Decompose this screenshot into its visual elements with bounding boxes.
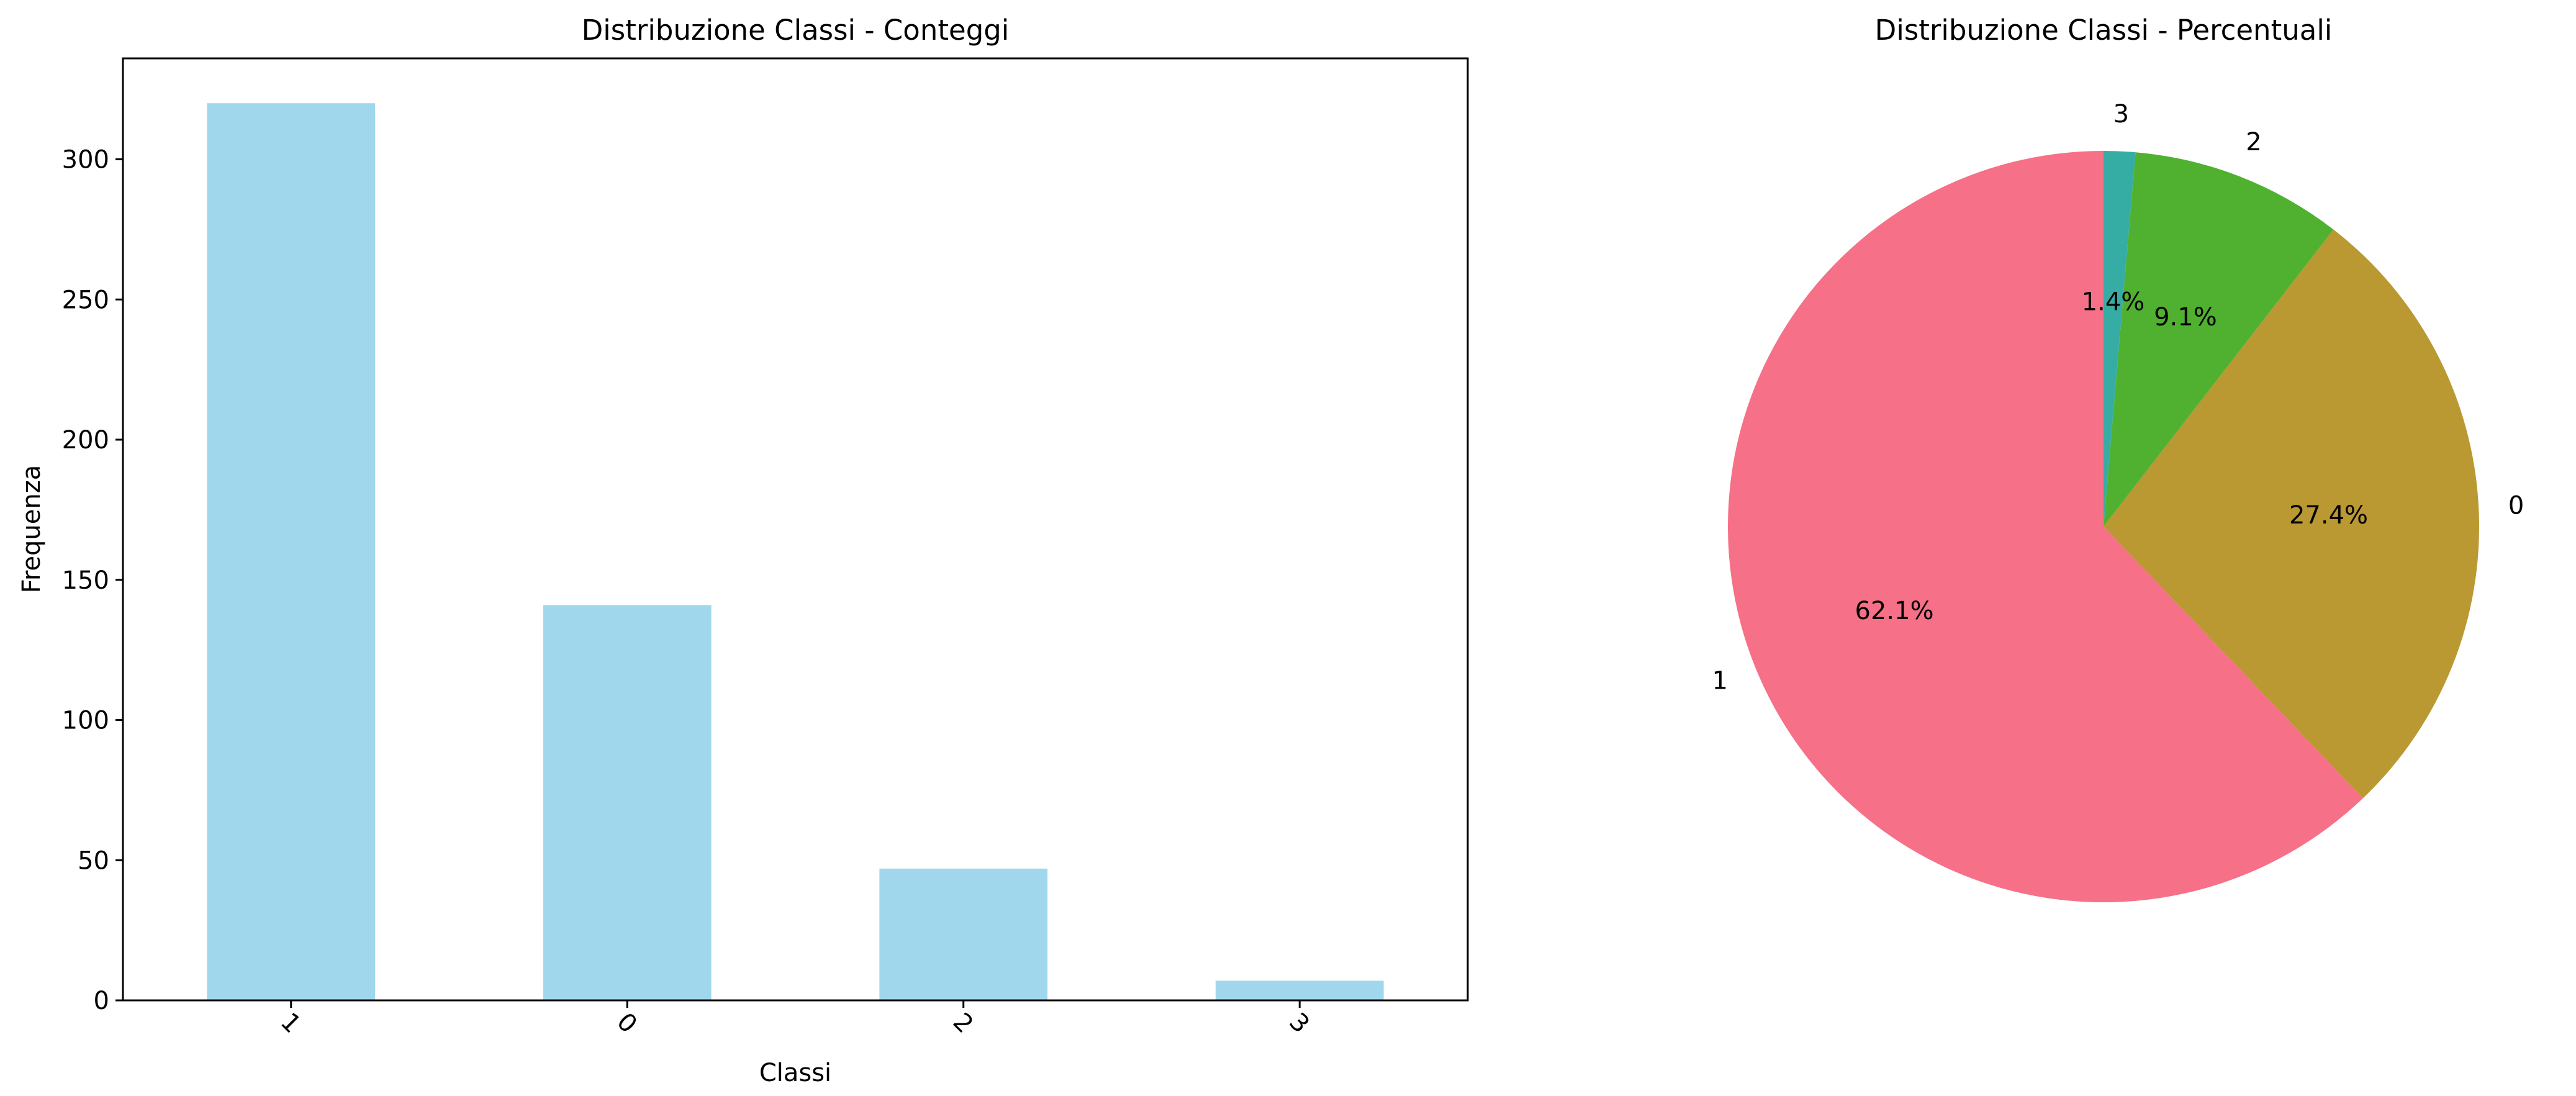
bar-class-2: [879, 868, 1048, 1000]
y-tick-label: 300: [62, 146, 109, 174]
bar-y-axis-ticks: 0 50 100 150 200 250 300: [62, 146, 123, 1015]
pie-category-label: 2: [2246, 128, 2261, 156]
bar-x-axis-label: Classi: [759, 1059, 831, 1087]
y-tick-label: 150: [62, 566, 109, 595]
bar-class-0: [543, 605, 712, 1000]
bar-y-axis-label: Frequenza: [17, 465, 46, 593]
pie-slices: [1727, 151, 2479, 902]
bar-plot-frame: [122, 57, 1469, 1002]
pie-category-label: 3: [2113, 100, 2129, 129]
pie-slice-class-3: [2104, 151, 2136, 527]
bar-series: [207, 103, 1384, 1001]
pie-category-label: 0: [2508, 492, 2524, 520]
bar-class-3: [1215, 981, 1384, 1000]
pie-slice-class-0: [2104, 229, 2479, 799]
pie-percent-label: 1.4%: [2082, 288, 2145, 316]
bar-chart-title: Distribuzione Classi - Conteggi: [582, 14, 1010, 47]
y-tick-label: 200: [62, 426, 109, 455]
bar-chart-panel: Distribuzione Classi - Conteggi 0 50 100 15…: [17, 14, 1469, 1087]
pie-chart-title: Distribuzione Classi - Percentuali: [1875, 14, 2333, 47]
pie-percent-label: 27.4%: [2289, 501, 2368, 530]
y-tick-label: 100: [62, 707, 109, 735]
pie-slice-class-2: [2104, 152, 2334, 527]
pie-percent-label: 9.1%: [2154, 303, 2217, 332]
y-tick-label: 250: [62, 286, 109, 314]
y-tick-label: 0: [94, 987, 109, 1015]
pie-category-label: 1: [1712, 667, 1728, 695]
pie-percent-label: 62.1%: [1855, 597, 1934, 625]
bar-class-1: [207, 103, 376, 1001]
pie-slice-class-1: [1727, 151, 2363, 902]
pie-labels: 1 62.1% 0 27.4% 2 9.1% 3 1.4%: [1712, 100, 2524, 695]
y-tick-label: 50: [78, 846, 109, 875]
pie-chart-panel: Distribuzione Classi - Percentuali 1 62.1…: [1712, 14, 2524, 902]
